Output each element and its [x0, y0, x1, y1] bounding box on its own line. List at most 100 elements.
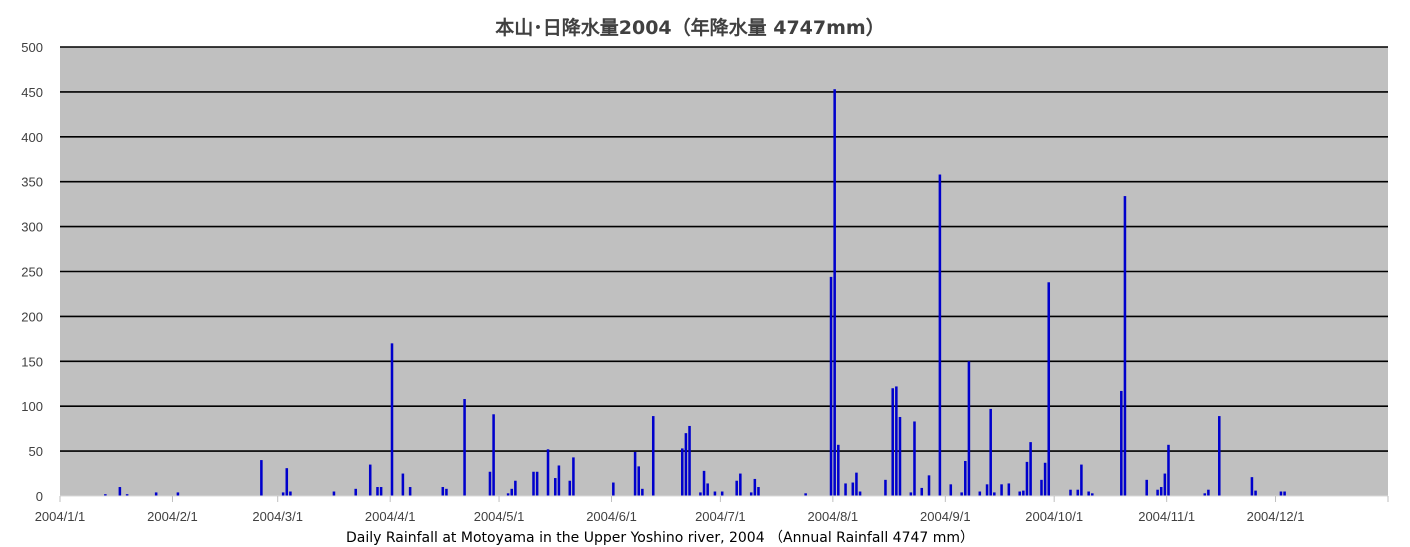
bar — [376, 487, 379, 496]
bar — [920, 487, 924, 496]
chart-title: 本山･日降水量2004（年降水量 4747mm） — [495, 16, 884, 39]
bar — [1163, 473, 1167, 496]
bar — [641, 488, 644, 496]
bar — [1250, 477, 1254, 496]
y-tick-label: 500 — [21, 40, 43, 55]
bar — [535, 471, 539, 496]
bar — [612, 482, 615, 496]
bar — [1120, 390, 1123, 496]
bar — [1091, 493, 1094, 496]
bar — [1145, 479, 1148, 496]
gridlines — [60, 46, 1388, 452]
bar — [978, 491, 982, 496]
bar — [651, 416, 655, 496]
bar — [684, 433, 688, 496]
bar — [891, 388, 894, 496]
bar — [118, 487, 122, 496]
bar — [702, 470, 706, 496]
x-tick-label: 2004/10/1 — [1025, 509, 1083, 524]
x-tick-label: 2004/3/1 — [252, 509, 303, 524]
bar — [833, 89, 836, 497]
bar — [154, 492, 158, 496]
x-tick-label: 2004/8/1 — [808, 509, 859, 524]
bar — [753, 478, 757, 496]
bar — [1043, 462, 1047, 496]
x-tick-label: 2004/6/1 — [586, 509, 637, 524]
bar — [739, 473, 742, 496]
bar — [1018, 491, 1021, 496]
bar — [735, 480, 738, 496]
bar — [554, 478, 557, 496]
bar — [993, 492, 996, 496]
bar — [463, 399, 466, 496]
bar — [960, 492, 963, 496]
x-tick-label: 2004/2/1 — [147, 509, 198, 524]
bar — [1156, 489, 1159, 496]
bar — [985, 484, 989, 496]
bar — [281, 492, 285, 496]
bar — [720, 491, 724, 496]
bar — [514, 480, 517, 496]
bar — [104, 494, 107, 496]
bar — [1007, 483, 1011, 496]
bar — [401, 473, 405, 496]
bar — [510, 488, 514, 496]
bar — [927, 475, 931, 496]
bar — [441, 487, 445, 496]
bar — [713, 491, 717, 496]
bar — [176, 492, 180, 496]
bar — [1025, 461, 1029, 496]
bar — [1167, 444, 1170, 496]
x-tick-label: 2004/5/1 — [474, 509, 525, 524]
bar — [837, 444, 840, 496]
bar — [1207, 489, 1210, 496]
y-tick-label: 400 — [21, 130, 43, 145]
bar — [688, 425, 691, 496]
bar — [1279, 491, 1283, 496]
bar — [1069, 489, 1072, 496]
bar — [844, 483, 847, 496]
y-tick-label: 100 — [21, 399, 43, 414]
bar — [1218, 416, 1221, 496]
y-axis: 0 50 100 150 200 250 300 350 400 450 500 — [21, 40, 43, 504]
bar — [884, 479, 887, 496]
bar — [1283, 491, 1286, 496]
bar — [488, 471, 492, 496]
bar — [964, 460, 967, 496]
bar — [1076, 489, 1080, 496]
x-tick-label: 2004/12/1 — [1247, 509, 1305, 524]
bar — [492, 414, 495, 496]
bar — [572, 457, 575, 496]
y-tick-label: 50 — [29, 444, 43, 459]
bar — [855, 472, 858, 496]
bar — [260, 460, 263, 496]
bar — [1254, 490, 1257, 496]
bar — [1159, 487, 1163, 496]
bar — [408, 487, 412, 496]
bar — [546, 449, 550, 496]
bar — [681, 448, 684, 496]
bar-series — [104, 89, 1286, 497]
bar — [633, 452, 637, 496]
bar — [285, 468, 289, 496]
bar — [749, 492, 753, 496]
bar — [757, 487, 760, 496]
bar — [1087, 491, 1090, 496]
bar — [1123, 196, 1127, 496]
bar — [938, 174, 942, 496]
bar — [895, 386, 898, 496]
bar — [706, 483, 709, 496]
y-tick-label: 150 — [21, 354, 43, 369]
x-axis-label: Daily Rainfall at Motoyama in the Upper … — [346, 530, 974, 546]
bar — [913, 421, 916, 496]
y-tick-label: 450 — [21, 85, 43, 100]
bar — [332, 491, 336, 496]
bar — [379, 487, 383, 496]
bar — [1022, 490, 1025, 496]
bar — [989, 408, 992, 496]
y-tick-label: 250 — [21, 265, 43, 280]
bar — [568, 480, 572, 496]
bar — [949, 484, 953, 496]
bar — [829, 276, 833, 496]
